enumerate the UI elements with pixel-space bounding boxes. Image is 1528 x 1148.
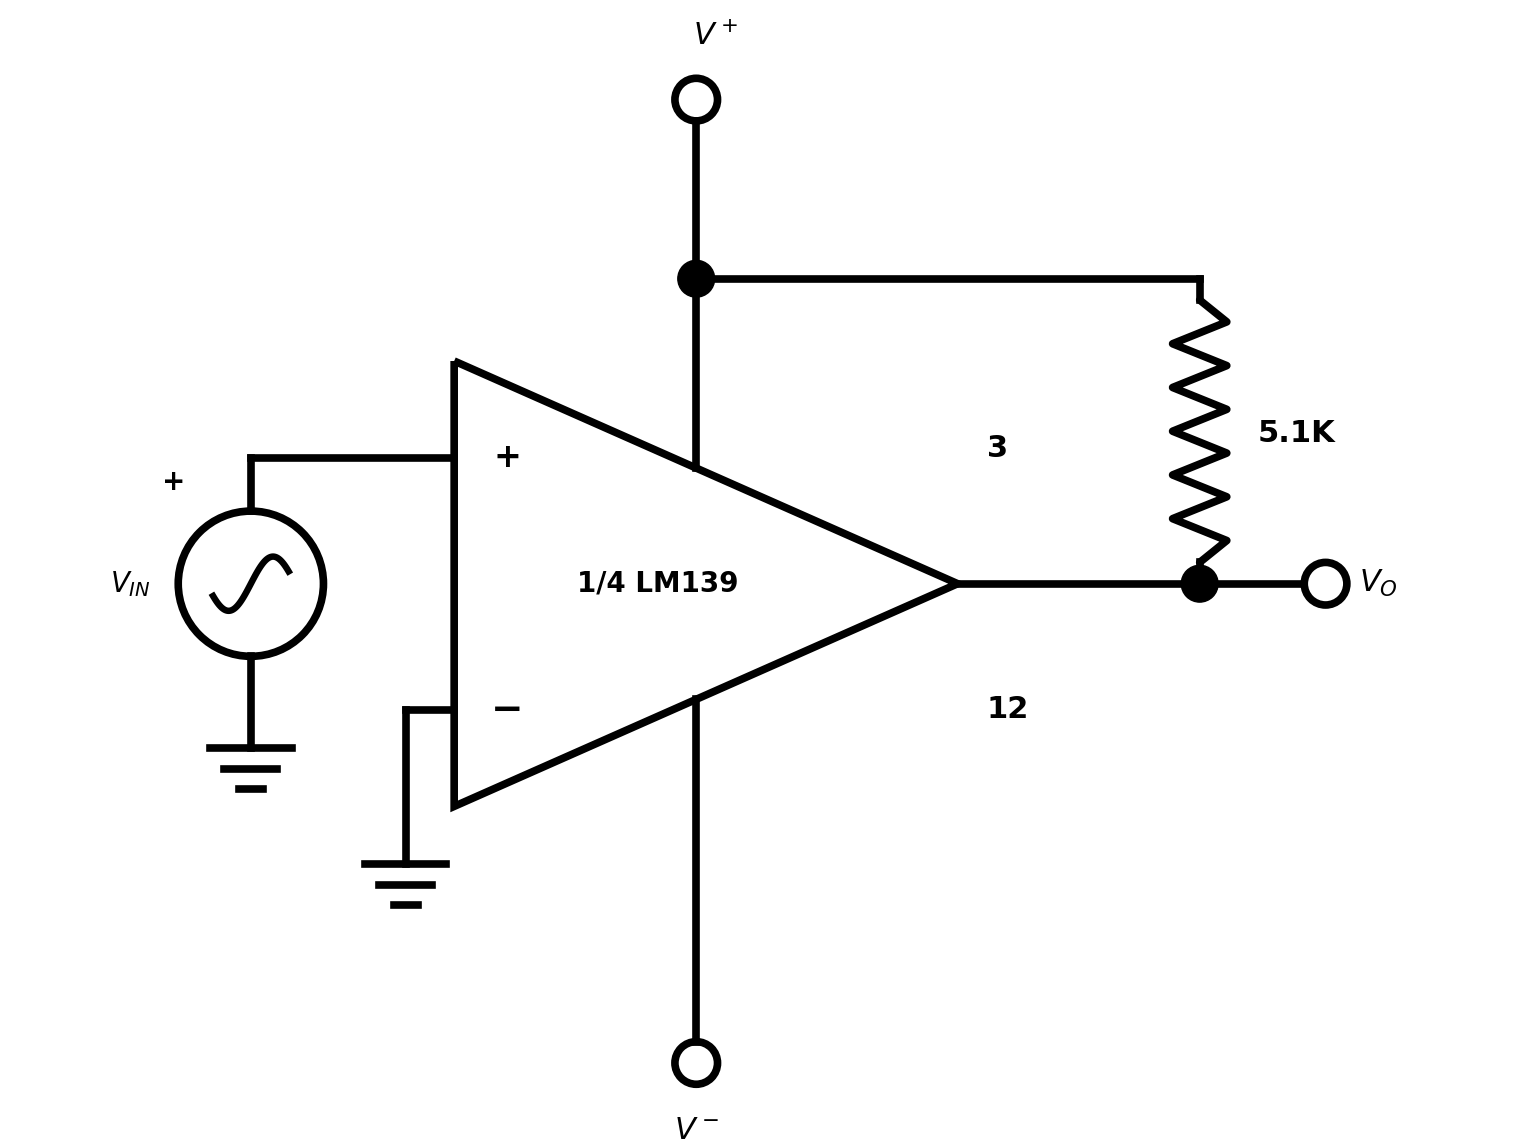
Text: +: + bbox=[494, 441, 521, 474]
Text: 3: 3 bbox=[987, 434, 1008, 463]
Circle shape bbox=[1181, 565, 1218, 602]
Text: −: − bbox=[490, 691, 524, 729]
Text: +: + bbox=[162, 468, 185, 496]
Text: $V_O$: $V_O$ bbox=[1360, 568, 1398, 599]
Circle shape bbox=[678, 261, 715, 297]
Text: $V^-$: $V^-$ bbox=[674, 1116, 718, 1146]
Text: $V_{IN}$: $V_{IN}$ bbox=[110, 568, 151, 598]
Text: 5.1K: 5.1K bbox=[1258, 419, 1335, 448]
Text: $V^+$: $V^+$ bbox=[694, 22, 738, 52]
Text: 1/4 LM139: 1/4 LM139 bbox=[576, 569, 738, 598]
Text: 12: 12 bbox=[987, 695, 1028, 724]
